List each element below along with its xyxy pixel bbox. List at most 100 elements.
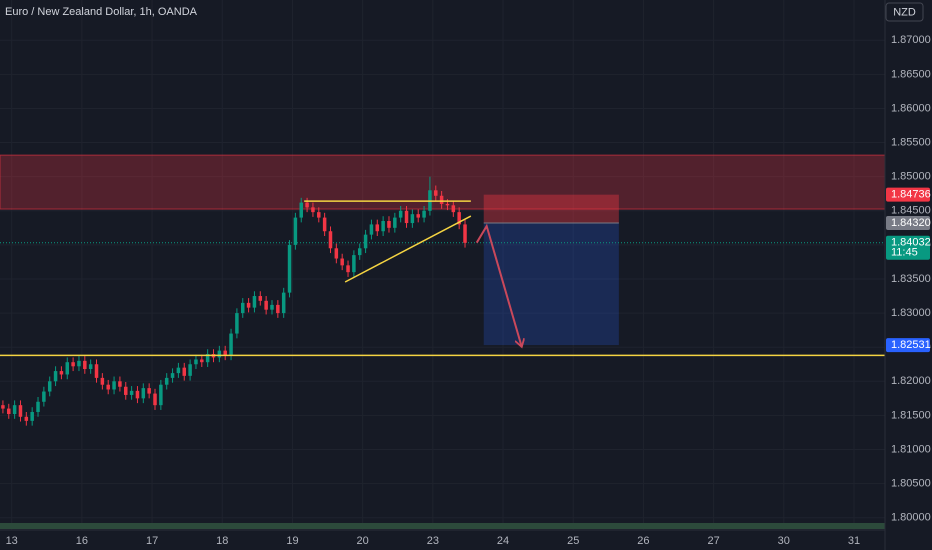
candle-body	[188, 364, 192, 376]
candle-body	[194, 359, 198, 365]
candle-body	[416, 214, 420, 218]
x-tick-label: 16	[76, 535, 88, 547]
y-tick-label: 1.85500	[891, 136, 931, 148]
candle-body	[264, 300, 268, 310]
candle-body	[357, 248, 362, 256]
candle-body	[398, 210, 403, 218]
y-tick-label: 1.86500	[891, 68, 931, 80]
candle-body	[77, 360, 81, 367]
candle-body	[129, 390, 134, 395]
candle-body	[229, 333, 233, 356]
candle-body	[65, 362, 70, 375]
candle-body	[346, 265, 350, 273]
axes: 1.80000 1.80500 1.81000 1.81500 1.82000 1.825…	[6, 34, 931, 547]
candle-body	[47, 381, 52, 392]
x-tick-label: 25	[567, 535, 579, 547]
candle-body	[410, 214, 415, 224]
y-tick-label: 1.85000	[891, 171, 931, 183]
stop-zone	[483, 194, 619, 224]
candle-body	[311, 207, 315, 213]
candle-body	[375, 224, 380, 232]
x-tick-label: 23	[427, 535, 439, 547]
candle-body	[176, 367, 181, 374]
candle-body	[124, 386, 128, 395]
candle-body	[1, 405, 5, 409]
candle-body	[270, 304, 274, 310]
candle-body	[205, 354, 210, 363]
x-tick-label: 20	[357, 535, 369, 547]
y-tick-label: 1.80500	[891, 478, 931, 490]
candle-body	[340, 258, 344, 266]
candle-body	[381, 221, 385, 232]
candle-body	[305, 202, 309, 208]
x-tick-label: 27	[707, 535, 719, 547]
candle-body	[404, 210, 409, 224]
candle-body	[299, 202, 303, 218]
candle-body	[30, 411, 34, 421]
candle-body	[170, 373, 175, 378]
candle-body	[334, 248, 339, 259]
candle-body	[463, 224, 467, 243]
candle-body	[235, 313, 239, 334]
grid	[0, 0, 885, 530]
target-zone	[483, 223, 619, 346]
candle-body	[287, 244, 292, 293]
y-tick-label: 1.87000	[891, 34, 931, 46]
x-tick-label: 26	[637, 535, 649, 547]
candle-body	[94, 364, 99, 378]
candle-body	[159, 384, 163, 406]
arrow	[475, 223, 522, 347]
candle-body	[200, 359, 204, 363]
candle-body	[112, 381, 116, 390]
candle-body	[281, 292, 286, 314]
candle-body	[445, 203, 450, 206]
price-label-box	[886, 338, 930, 353]
candle-body	[434, 190, 438, 196]
candle-body	[393, 217, 397, 228]
y-tick-label: 1.84500	[891, 205, 931, 217]
candle-body	[422, 210, 426, 218]
price-label-box	[886, 216, 930, 231]
candle-body	[42, 391, 46, 402]
candle-body	[164, 377, 169, 385]
y-tick-label: 1.81500	[891, 409, 931, 421]
candle-body	[439, 195, 444, 204]
candle-body	[322, 217, 327, 232]
price-label-box	[886, 235, 930, 260]
candle-body	[217, 350, 222, 358]
y-tick-label: 1.83000	[891, 307, 931, 319]
drawings	[0, 154, 886, 346]
candle-body	[252, 296, 257, 308]
countdown-label: 11:45	[891, 247, 918, 259]
price-label: 1.84320	[891, 217, 931, 229]
volume-strip	[0, 523, 885, 529]
currency-button[interactable]	[885, 2, 924, 22]
x-tick-label: 30	[778, 535, 790, 547]
x-tick-label: 19	[286, 535, 298, 547]
candle-body	[317, 212, 321, 218]
chart-title: Euro / New Zealand Dollar, 1h, OANDA	[5, 6, 198, 18]
candle-body	[18, 405, 23, 417]
candle-body	[12, 405, 17, 415]
candle-body	[106, 384, 110, 390]
y-tick-label: 1.80000	[891, 512, 931, 524]
candle-body	[36, 401, 40, 412]
x-tick-label: 13	[6, 535, 18, 547]
candle-body	[258, 296, 263, 301]
candle-body	[223, 350, 227, 356]
price-label: 1.84032	[891, 237, 931, 249]
x-tick-label: 18	[216, 535, 228, 547]
candle-body	[88, 364, 93, 370]
candle-body	[363, 234, 368, 249]
x-tick-label: 17	[146, 535, 158, 547]
candle-body	[7, 408, 11, 415]
currency-label[interactable]: NZD	[893, 6, 916, 18]
trend-line	[344, 215, 472, 283]
drawings	[0, 200, 885, 357]
price-label: 1.84736	[891, 189, 931, 201]
candle-body	[352, 255, 356, 273]
candle-body	[293, 217, 298, 245]
